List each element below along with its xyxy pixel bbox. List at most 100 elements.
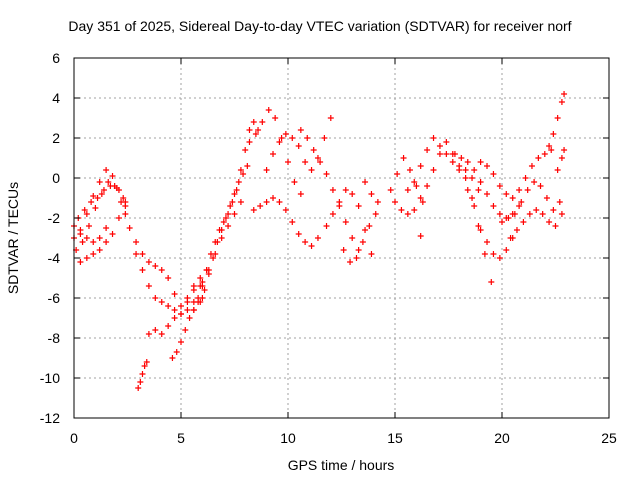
data-point <box>81 207 88 213</box>
data-point <box>490 251 497 257</box>
data-point <box>342 219 349 225</box>
data-point <box>184 307 191 313</box>
data-point <box>171 307 178 313</box>
series-arc-af <box>554 147 568 173</box>
y-tick-label: -8 <box>48 330 61 346</box>
data-point <box>406 167 413 173</box>
data-point <box>554 115 561 121</box>
data-point <box>210 255 217 261</box>
data-point <box>152 295 159 301</box>
data-point <box>484 239 491 245</box>
data-point <box>291 179 298 185</box>
data-point <box>558 211 565 217</box>
data-point <box>524 187 531 193</box>
data-point <box>424 183 431 189</box>
data-point <box>276 199 283 205</box>
data-point <box>143 359 150 365</box>
data-point <box>246 139 253 145</box>
data-point <box>317 159 324 165</box>
data-point <box>481 251 488 257</box>
data-point <box>265 107 272 113</box>
data-point <box>242 147 249 153</box>
data-point <box>366 223 373 229</box>
data-point <box>323 223 330 229</box>
data-point <box>115 215 122 221</box>
data-point <box>169 355 176 361</box>
data-point <box>250 119 257 125</box>
data-point <box>477 159 484 165</box>
data-point <box>278 135 285 141</box>
data-point <box>496 255 503 261</box>
x-tick-label: 20 <box>494 430 510 446</box>
data-point <box>231 191 238 197</box>
plot-frame <box>73 57 610 419</box>
data-point <box>392 199 398 205</box>
series-arc-w <box>404 135 482 193</box>
data-point <box>297 191 304 197</box>
axis-ticks <box>73 57 610 419</box>
data-point <box>152 327 159 333</box>
data-point <box>546 219 553 225</box>
data-point <box>83 255 90 261</box>
data-point <box>90 193 97 199</box>
data-point <box>347 259 354 265</box>
data-point <box>218 227 225 233</box>
data-point <box>109 173 116 179</box>
data-point <box>178 303 184 309</box>
data-point <box>552 223 559 229</box>
data-point <box>398 207 405 213</box>
data-point <box>182 327 189 333</box>
data-point <box>252 131 259 137</box>
series-arc-aa <box>464 187 516 261</box>
data-point <box>516 187 523 193</box>
data-point <box>484 191 491 197</box>
data-point <box>122 211 129 217</box>
data-point <box>462 175 469 181</box>
x-tick-labels: 0 5 10 15 20 25 <box>70 430 617 446</box>
x-axis-label: GPS time / hours <box>288 457 395 473</box>
y-tick-label: -12 <box>40 410 60 426</box>
series-arc-g <box>133 251 197 317</box>
data-point <box>96 247 103 253</box>
chart-title: Day 351 of 2025, Sidereal Day-to-day VTE… <box>68 18 572 34</box>
data-point <box>458 155 465 161</box>
data-point <box>477 179 484 185</box>
data-point <box>430 167 437 173</box>
data-point <box>233 187 240 193</box>
data-point <box>526 211 533 217</box>
x-tick-label: 15 <box>387 430 403 446</box>
data-point <box>323 171 330 177</box>
y-axis-label: SDTVAR / TECUs <box>5 182 21 294</box>
data-point <box>509 195 516 201</box>
data-point <box>197 299 204 305</box>
data-point <box>490 171 497 177</box>
data-point <box>548 147 555 153</box>
data-point <box>516 203 523 209</box>
data-point <box>96 235 103 241</box>
data-point <box>190 283 197 289</box>
data-point <box>308 243 315 249</box>
data-point <box>471 203 478 209</box>
data-point <box>368 251 375 257</box>
data-point <box>349 235 356 241</box>
data-marks <box>71 91 568 391</box>
data-point <box>359 239 366 245</box>
data-point <box>263 167 270 173</box>
data-point <box>139 371 146 377</box>
y-tick-label: 2 <box>52 130 60 146</box>
data-point <box>541 151 548 157</box>
data-point <box>503 247 510 253</box>
data-point <box>556 199 563 205</box>
x-tick-label: 0 <box>70 430 78 446</box>
data-point <box>94 195 101 201</box>
data-point <box>430 135 437 141</box>
data-point <box>171 315 178 321</box>
data-point <box>289 135 296 141</box>
data-point <box>469 195 476 201</box>
series-arc-v <box>392 139 456 217</box>
data-point <box>79 239 86 245</box>
data-point <box>152 263 159 269</box>
data-point <box>186 315 193 321</box>
data-point <box>107 183 114 189</box>
data-point <box>229 199 236 205</box>
